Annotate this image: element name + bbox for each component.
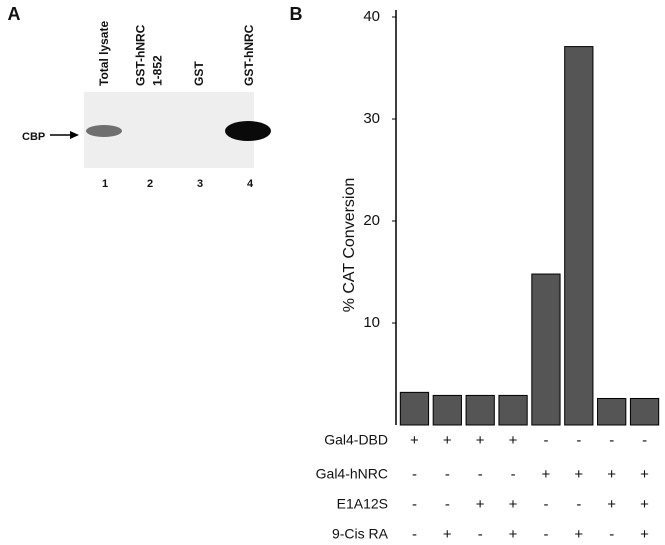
condition-sign: -: [412, 496, 417, 513]
bar: [564, 46, 594, 426]
condition-sign: +: [443, 526, 452, 543]
lane-header: GST: [192, 61, 206, 86]
bar: [465, 394, 495, 426]
band-label: CBP: [22, 131, 45, 143]
condition-name: 9-Cis RA: [332, 526, 389, 542]
condition-name: Gal4-hNRC: [316, 466, 388, 482]
condition-sign: +: [410, 432, 419, 449]
condition-sign: -: [576, 432, 581, 449]
blot-band: [86, 125, 122, 137]
blot-band: [225, 121, 271, 141]
lane-header: 1-852: [151, 55, 165, 86]
condition-sign: +: [476, 432, 485, 449]
condition-sign: -: [412, 466, 417, 483]
arrow-head: [70, 131, 79, 139]
condition-sign: +: [574, 526, 583, 543]
condition-sign: +: [607, 496, 616, 513]
condition-sign: +: [443, 432, 452, 449]
condition-sign: +: [476, 496, 485, 513]
y-tick-label: 40: [363, 8, 380, 25]
lane-number: 2: [147, 178, 153, 190]
bar: [498, 394, 528, 426]
panel-label: A: [8, 4, 21, 24]
condition-sign: +: [509, 432, 518, 449]
condition-sign: +: [607, 466, 616, 483]
condition-name: E1A12S: [337, 496, 388, 512]
condition-sign: +: [640, 466, 649, 483]
lane-number: 1: [102, 178, 108, 190]
condition-name: Gal4-DBD: [324, 432, 388, 448]
condition-sign: -: [576, 496, 581, 513]
condition-sign: -: [642, 432, 647, 449]
condition-sign: -: [543, 496, 548, 513]
lane-header: GST-hNRC: [134, 24, 148, 86]
panel-label: B: [290, 4, 303, 24]
condition-sign: +: [542, 466, 551, 483]
lane-header: GST-hNRC: [242, 24, 256, 86]
bar: [432, 394, 462, 426]
condition-sign: -: [478, 466, 483, 483]
condition-sign: -: [478, 526, 483, 543]
bar: [531, 273, 561, 426]
condition-sign: -: [543, 526, 548, 543]
condition-sign: -: [543, 432, 548, 449]
y-tick-label: 30: [363, 110, 380, 127]
condition-sign: -: [511, 466, 516, 483]
lane-header: Total lysate: [97, 21, 111, 86]
y-tick-label: 20: [363, 212, 380, 229]
condition-sign: +: [640, 526, 649, 543]
condition-sign: -: [609, 432, 614, 449]
condition-sign: -: [445, 466, 450, 483]
lane-number: 3: [197, 178, 203, 190]
condition-sign: -: [445, 496, 450, 513]
y-axis-label: % CAT Conversion: [341, 178, 358, 313]
lane-number: 4: [247, 178, 254, 190]
condition-sign: +: [574, 466, 583, 483]
condition-sign: +: [640, 496, 649, 513]
condition-sign: -: [412, 526, 417, 543]
y-tick-label: 10: [363, 314, 380, 331]
condition-sign: +: [509, 526, 518, 543]
condition-sign: -: [609, 526, 614, 543]
bar: [399, 391, 430, 426]
condition-sign: +: [509, 496, 518, 513]
bar: [597, 397, 627, 426]
bar: [629, 397, 660, 426]
